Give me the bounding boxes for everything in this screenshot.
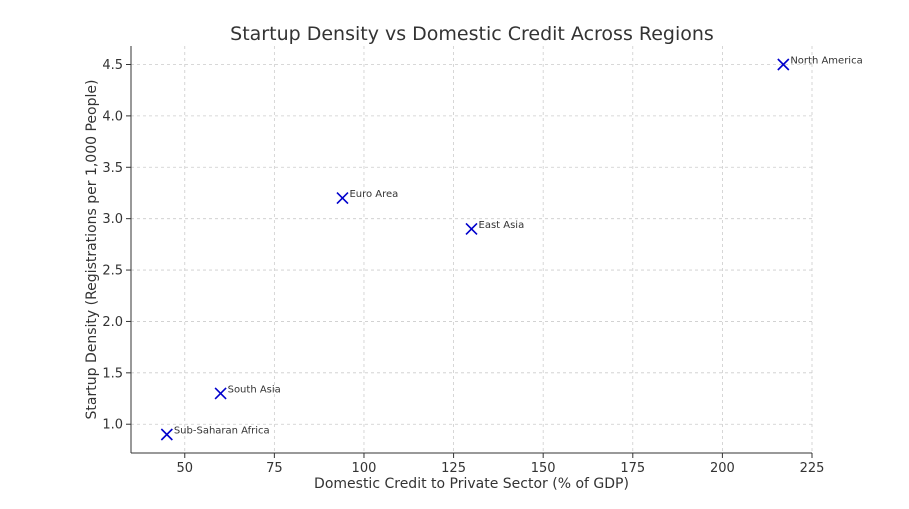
x-tick-label: 100 <box>352 461 377 476</box>
data-point-label: South Asia <box>228 384 281 395</box>
x-tick-label: 75 <box>266 461 283 476</box>
x-tick-label: 125 <box>441 461 466 476</box>
data-point: South Asia <box>214 384 281 400</box>
data-point: Sub-Saharan Africa <box>160 426 270 441</box>
x-marker-stroke <box>465 222 478 236</box>
data-point: Euro Area <box>336 189 398 205</box>
x-marker-stroke <box>336 192 349 205</box>
y-tick-label: 2.0 <box>102 315 123 330</box>
x-marker-stroke <box>214 387 227 400</box>
y-tick-label: 1.5 <box>102 366 123 381</box>
x-marker-stroke <box>160 428 173 441</box>
x-axis-label: Domestic Credit to Private Sector (% of … <box>314 476 629 492</box>
data-point: East Asia <box>465 220 525 236</box>
data-point-label: Euro Area <box>349 189 398 200</box>
data-point-label: East Asia <box>479 220 525 231</box>
y-tick-label: 4.0 <box>102 109 123 124</box>
x-tick-label: 150 <box>531 461 556 476</box>
x-tick-label: 200 <box>710 461 735 476</box>
y-axis-label: Startup Density (Registrations per 1,000… <box>84 80 100 420</box>
x-marker-stroke <box>777 58 790 71</box>
data-point-label: North America <box>790 56 862 67</box>
data-point-label: Sub-Saharan Africa <box>174 426 270 437</box>
y-tick-label: 4.5 <box>102 58 123 73</box>
y-ticks: 1.0 1.5 2.0 2.5 3.0 3.5 4.0 4.5 <box>102 58 131 433</box>
y-tick-label: 2.5 <box>102 264 123 279</box>
chart-title: Startup Density vs Domestic Credit Acros… <box>230 23 714 45</box>
y-tick-label: 3.0 <box>102 212 123 227</box>
grid <box>131 46 813 453</box>
data-points: North America Euro Area East Asia South Asi… <box>160 56 863 441</box>
x-tick-label: 225 <box>800 461 825 476</box>
y-tick-label: 3.5 <box>102 161 123 176</box>
x-tick-label: 175 <box>620 461 645 476</box>
x-tick-label: 50 <box>176 461 193 476</box>
axes <box>130 46 812 454</box>
x-ticks: 50 75 100 125 150 175 200 225 <box>176 453 824 476</box>
y-tick-label: 1.0 <box>102 418 123 433</box>
data-point: North America <box>777 56 863 71</box>
